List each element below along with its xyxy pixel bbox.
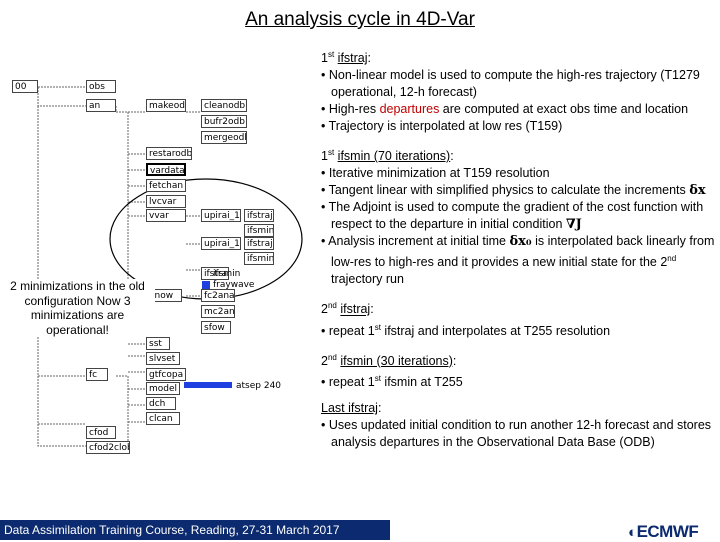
tree-node-fc2ana[interactable]: fc2ana: [201, 289, 235, 302]
ifsmin-link[interactable]: ifsmin (30 iterations): [340, 353, 453, 368]
tree-node-vardata[interactable]: vardata: [146, 163, 186, 176]
section-first-ifstraj: 1st ifstraj: • Non-linear model is used …: [321, 46, 716, 135]
ifstraj-link[interactable]: ifstraj: [340, 302, 371, 317]
bullet: • Trajectory is interpolated at low res …: [321, 119, 563, 134]
footer-banner: Data Assimilation Training Course, Readi…: [0, 520, 390, 540]
section-first-ifsmin: 1st ifsmin (70 iterations): • Iterative …: [321, 144, 716, 288]
delta-x0-icon: δx₀: [509, 234, 532, 250]
tree-node-fetchan[interactable]: fetchan: [146, 179, 186, 192]
tree-node-ifsmin-2[interactable]: ifsmin: [244, 252, 274, 265]
section-heading: 2nd ifsmin (30 iterations):: [321, 352, 457, 368]
tree-node-cfod[interactable]: cfod: [86, 426, 116, 439]
bullet: • High-res departures are computed at ex…: [321, 102, 689, 117]
section-heading: Last ifstraj:: [321, 401, 382, 416]
tree-node-clcan[interactable]: clcan: [146, 412, 180, 425]
bullet: • repeat 1st ifsmin at T255: [321, 373, 463, 390]
ifstraj-link[interactable]: ifstraj: [337, 51, 368, 66]
page-title: An analysis cycle in 4D-Var: [245, 9, 475, 30]
tree-node-cfod2clob[interactable]: cfod2clob: [86, 441, 130, 454]
tree-node-lvcvar[interactable]: lvcvar: [146, 195, 186, 208]
gradient-j-icon: ∇J: [565, 217, 582, 233]
departures-highlight: departures: [379, 102, 440, 117]
delta-x-icon: δx: [689, 183, 706, 199]
tree-node-obs[interactable]: obs: [86, 80, 116, 93]
ecmwf-logo: ◐ECMWF: [628, 522, 699, 541]
tree-node-restarodb[interactable]: restarodb: [146, 147, 192, 160]
tree-node-ifstra[interactable]: ifstra: [201, 267, 229, 280]
section-heading: 1st ifsmin (70 iterations):: [321, 148, 454, 164]
bullet: • Uses updated initial condition to run …: [321, 418, 712, 450]
minimization-note: 2 minimizations in the old configuration…: [0, 279, 155, 337]
tree-node-vvar[interactable]: vvar: [146, 209, 186, 222]
description-column: 1st ifstraj: • Non-linear model is used …: [321, 46, 716, 460]
tree-node-makeodb[interactable]: makeodb: [146, 99, 186, 112]
progress-bar: [184, 382, 232, 388]
section-last-ifstraj: Last ifstraj: • Uses updated initial con…: [321, 400, 716, 451]
tree-node-ifstraj-2[interactable]: ifstraj: [244, 237, 274, 250]
tree-node-mc2ana[interactable]: mc2ana: [201, 305, 235, 318]
section-heading: 1st ifstraj:: [321, 50, 372, 66]
tree-node-ifsmin-1[interactable]: ifsmin: [244, 224, 274, 237]
tree-node-sfow[interactable]: sfow: [201, 321, 231, 334]
ecmwf-logo-icon: ◐: [628, 524, 637, 541]
legend-label-1: ifsmin: [213, 269, 241, 279]
tree-node-ifstraj-1[interactable]: ifstraj: [244, 209, 274, 222]
tree-node-bufr2odb[interactable]: bufr2odb: [201, 115, 247, 128]
bullet: • The Adjoint is used to compute the gra…: [321, 200, 704, 233]
tree-node-upirai-1[interactable]: upirai_1: [201, 209, 241, 222]
tree-node-anow[interactable]: anow: [146, 289, 182, 302]
tree-node-model[interactable]: model: [146, 382, 180, 395]
tree-node-sst[interactable]: sst: [146, 337, 170, 350]
tree-node-mergeodb[interactable]: mergeodb: [201, 131, 247, 144]
bullet: • Non-linear model is used to compute th…: [321, 68, 700, 100]
tree-node-dch[interactable]: dch: [146, 397, 176, 410]
section-second-ifstraj: 2nd ifstraj: • repeat 1st ifstraj and in…: [321, 297, 716, 339]
task-tree-diagram: 00 obs an makeodb cleanodb bufr2odb merg…: [6, 74, 306, 460]
bullet: • Analysis increment at initial time δx₀…: [321, 234, 715, 287]
section-second-ifsmin: 2nd ifsmin (30 iterations): • repeat 1st…: [321, 349, 716, 391]
tree-node-upirai-2[interactable]: upirai_1: [201, 237, 241, 250]
bullet: • repeat 1st ifstraj and interpolates at…: [321, 322, 611, 338]
tree-node-slvset[interactable]: slvset: [146, 352, 180, 365]
ifsmin-link[interactable]: ifsmin (70 iterations): [337, 149, 451, 164]
legend-square-2: [202, 281, 210, 289]
tree-node-gtfcopa[interactable]: gtfcopa: [146, 368, 186, 381]
tree-node-cleanodb[interactable]: cleanodb: [201, 99, 247, 112]
step-tag: atsep 240: [236, 381, 282, 391]
bullet: • Iterative minimization at T159 resolut…: [321, 166, 550, 181]
bullet: • Tangent linear with simplified physics…: [321, 183, 706, 199]
last-ifstraj-link[interactable]: Last ifstraj: [321, 401, 378, 416]
tree-node-fc[interactable]: fc: [86, 368, 108, 381]
tree-node-00[interactable]: 00: [12, 80, 38, 93]
legend-label-2: fraywave: [213, 280, 255, 290]
section-heading: 2nd ifstraj:: [321, 301, 374, 317]
tree-node-an[interactable]: an: [86, 99, 116, 112]
